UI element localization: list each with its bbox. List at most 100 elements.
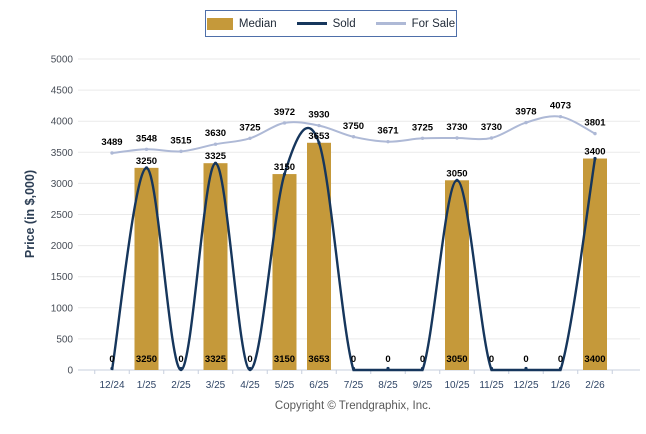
legend-label-for-sale: For Sale — [411, 17, 456, 30]
median-value-label: 3150 — [274, 354, 295, 365]
x-tick-label: 12/25 — [513, 380, 538, 391]
x-tick-label: 4/25 — [240, 380, 260, 391]
copyright-text: Copyright © Trendgraphix, Inc. — [274, 400, 432, 412]
median-bar — [307, 142, 331, 370]
for-sale-value-label: 3630 — [205, 128, 226, 139]
sold-value-label: 3050 — [446, 168, 467, 179]
for-sale-value-label: 4073 — [550, 101, 571, 112]
y-tick-label: 4000 — [51, 117, 74, 128]
for-sale-value-label: 3725 — [412, 122, 434, 133]
for-sale-value-label: 3750 — [343, 121, 364, 132]
legend-item-median: Median — [206, 17, 277, 30]
for-sale-value-label: 3930 — [308, 110, 329, 121]
for-sale-point — [558, 114, 563, 119]
median-value-label: 0 — [523, 354, 528, 365]
sold-line — [110, 126, 597, 372]
median-bar — [272, 174, 297, 370]
median-value-label: 0 — [178, 354, 183, 365]
x-axis-labels: 12/24 1/25 2/25 3/25 4/25 5/25 6/25 7/25 8/25 9/2… — [99, 380, 605, 391]
sold-point — [558, 366, 563, 371]
sold-point — [110, 366, 114, 371]
sold-point — [213, 161, 218, 165]
median-value-label: 0 — [489, 354, 494, 365]
y-tick-label: 5000 — [51, 55, 74, 66]
for-sale-point — [351, 135, 356, 139]
y-tick-label: 2500 — [51, 210, 74, 221]
y-tick-label: 500 — [56, 334, 73, 345]
x-tick-label: 9/25 — [413, 380, 433, 391]
sold-point — [351, 366, 356, 371]
for-sale-value-label: 3972 — [274, 107, 295, 118]
x-tick-label: 7/25 — [344, 380, 364, 391]
sold-point — [455, 178, 459, 182]
x-tick-label: 8/25 — [378, 380, 398, 391]
sold-value-label: 3250 — [136, 156, 157, 167]
y-tick-label: 0 — [67, 366, 73, 377]
legend-label-sold: Sold — [332, 17, 356, 30]
for-sale-value-label: 3725 — [239, 122, 261, 133]
for-sale-point — [524, 120, 528, 125]
y-axis-labels: 0 500 1000 1500 2000 2500 3000 3500 4000 4500 5000 — [51, 55, 74, 377]
sold-line-swatch-icon — [296, 22, 327, 25]
for-sale-point — [179, 149, 183, 154]
median-value-label: 0 — [247, 354, 252, 365]
sold-point — [179, 366, 183, 371]
sold-point — [524, 366, 528, 371]
median-bar-swatch-icon — [206, 17, 233, 30]
sold-markers — [110, 141, 597, 371]
for-sale-value-label: 3548 — [136, 133, 157, 144]
x-tick-label: 11/25 — [479, 380, 504, 391]
for-sale-point — [248, 136, 252, 141]
y-tick-label: 3500 — [51, 148, 74, 159]
x-tick-label: 1/25 — [137, 380, 157, 391]
x-tick-label: 6/25 — [309, 380, 329, 391]
x-tick-label: 2/25 — [171, 380, 191, 391]
sold-value-label: 3400 — [584, 147, 605, 158]
median-value-label: 3050 — [446, 354, 467, 365]
sold-point — [317, 141, 321, 145]
median-value-label: 3400 — [584, 354, 605, 365]
y-tick-label: 4500 — [51, 86, 74, 97]
y-tick-label: 2000 — [51, 241, 74, 252]
sold-value-label: 3150 — [274, 162, 295, 173]
median-value-label: 0 — [351, 354, 356, 365]
legend: Median Sold For Sale — [205, 10, 457, 37]
median-value-label: 0 — [109, 354, 114, 365]
for-sale-point — [593, 131, 597, 136]
sold-value-label: 3653 — [308, 131, 329, 142]
x-tick-label: 12/24 — [99, 380, 124, 391]
y-tick-label: 1500 — [51, 272, 74, 283]
x-tick-label: 5/25 — [275, 380, 295, 391]
for-sale-point — [420, 136, 425, 141]
for-sale-point — [386, 139, 390, 144]
for-sale-point — [489, 136, 494, 140]
median-bars — [134, 142, 607, 370]
median-value-label: 0 — [385, 354, 390, 365]
for-sale-value-label: 3489 — [101, 137, 122, 148]
data-labels: 3489 3548 3515 3630 3725 3972 3930 3750 3671 3725… — [101, 101, 606, 365]
for-sale-point — [317, 123, 321, 128]
for-sale-point — [144, 147, 149, 152]
median-bar — [445, 180, 469, 370]
sold-point — [282, 172, 287, 176]
y-tick-label: 3000 — [51, 179, 74, 190]
sold-point — [420, 366, 425, 371]
x-tick-label: 10/25 — [444, 380, 469, 391]
legend-label-median: Median — [238, 17, 277, 30]
median-value-label: 0 — [420, 354, 425, 365]
for-sale-value-label: 3730 — [481, 122, 502, 133]
sold-point — [144, 166, 149, 170]
x-tick-label: 2/26 — [585, 380, 605, 391]
median-value-label: 3653 — [308, 354, 329, 365]
for-sale-value-label: 3801 — [584, 118, 606, 129]
sold-point — [489, 366, 494, 371]
y-axis-title: Price (in $,000) — [23, 169, 37, 259]
for-sale-value-label: 3978 — [515, 107, 536, 118]
for-sale-value-label: 3671 — [377, 126, 399, 137]
for-sale-line-swatch-icon — [375, 22, 406, 25]
y-tick-label: 1000 — [51, 303, 74, 314]
legend-item-for-sale: For Sale — [375, 17, 456, 30]
sold-value-label: 3325 — [205, 151, 227, 162]
median-value-label: 3325 — [205, 354, 227, 365]
